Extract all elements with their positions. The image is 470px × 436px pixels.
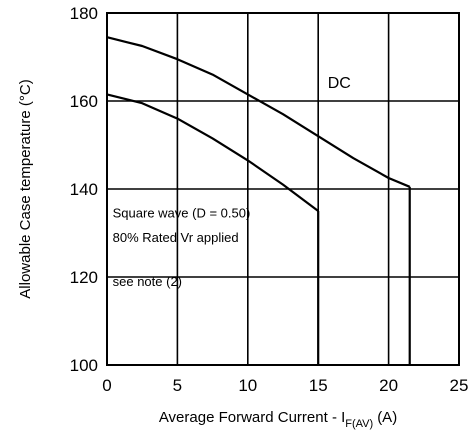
x-axis-label-unit: (A) [377,409,397,426]
series-line-2 [106,93,319,212]
x-tick-label: 20 [379,376,398,395]
x-axis-label-subscript: F(AV) [345,418,373,430]
annotation-rated: 80% Rated Vr applied [113,230,239,245]
y-tick-label: 100 [70,356,98,375]
grid-lines [107,13,459,365]
y-tick-label: 160 [70,92,98,111]
x-axis-label-main: Average Forward Current - I [159,409,345,426]
x-tick-label: 10 [238,376,257,395]
x-axis-label: Average Forward Current - IF(AV) (A) [159,409,397,430]
x-tick-label: 25 [450,376,469,395]
annotation-note: see note (2) [113,274,182,289]
y-tick-label: 120 [70,268,98,287]
y-tick-label: 140 [70,180,98,199]
annotation-square-wave: Square wave (D = 0.50) [113,206,251,221]
x-tick-label: 5 [173,376,182,395]
dc-label: DC [328,75,351,92]
y-tick-label: 180 [70,4,98,23]
tick-labels: 100 120 140 160 180 0 5 10 15 20 25 [70,4,469,395]
y-axis-label: Allowable Case temperature (°C) [17,79,34,298]
plot-frame [106,12,460,366]
x-tick-label: 15 [309,376,328,395]
series-group [106,36,411,365]
series-line-1 [106,36,411,188]
x-tick-label: 0 [102,376,111,395]
